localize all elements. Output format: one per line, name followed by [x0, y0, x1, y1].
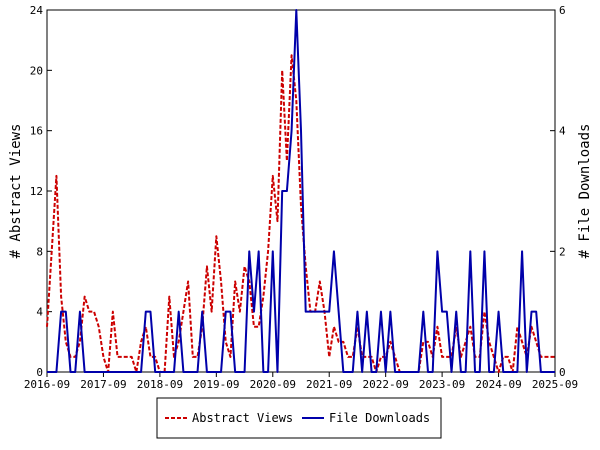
right-y-axis: 0 2 4 6 — [550, 4, 566, 379]
left-tick-label: 24 — [30, 4, 44, 17]
x-tick-label: 2019-09 — [193, 378, 239, 391]
x-tick-label: 2017-09 — [80, 378, 126, 391]
series-line-abstract-views — [46, 54, 555, 373]
x-tick-label: 2020-09 — [250, 378, 296, 391]
x-tick-label: 2016-09 — [24, 378, 70, 391]
x-tick-label: 2021-09 — [306, 378, 352, 391]
series-line-file-downloads — [47, 9, 555, 373]
right-axis-title: # File Downloads — [577, 124, 593, 259]
x-tick-label: 2023-09 — [419, 378, 465, 391]
left-y-axis: 0 4 8 12 16 20 24 — [30, 4, 52, 379]
right-tick-label: 6 — [559, 4, 566, 17]
left-tick-label: 8 — [36, 245, 43, 258]
x-tick-label: 2025-09 — [532, 378, 578, 391]
x-tick-label: 2022-09 — [362, 378, 408, 391]
right-tick-label: 4 — [559, 125, 566, 138]
right-tick-label: 0 — [559, 366, 566, 379]
x-tick-label: 2018-09 — [137, 378, 183, 391]
left-tick-label: 12 — [30, 185, 43, 198]
left-tick-label: 16 — [30, 125, 43, 138]
left-axis-title: # Abstract Views — [8, 124, 24, 259]
x-tick-label: 2024-09 — [475, 378, 521, 391]
legend-label-abstract-views: Abstract Views — [192, 411, 293, 425]
legend-box — [156, 397, 442, 439]
left-tick-label: 0 — [36, 366, 43, 379]
x-axis: 2016-09 2017-09 2018-09 2019-09 2020-09 2021-… — [24, 372, 578, 391]
right-tick-label: 2 — [559, 245, 566, 258]
left-tick-label: 20 — [30, 64, 43, 77]
legend-label-file-downloads: File Downloads — [329, 411, 430, 425]
left-tick-label: 4 — [36, 306, 43, 319]
legend: Abstract Views File Downloads — [156, 397, 442, 439]
series-layer — [46, 9, 555, 373]
